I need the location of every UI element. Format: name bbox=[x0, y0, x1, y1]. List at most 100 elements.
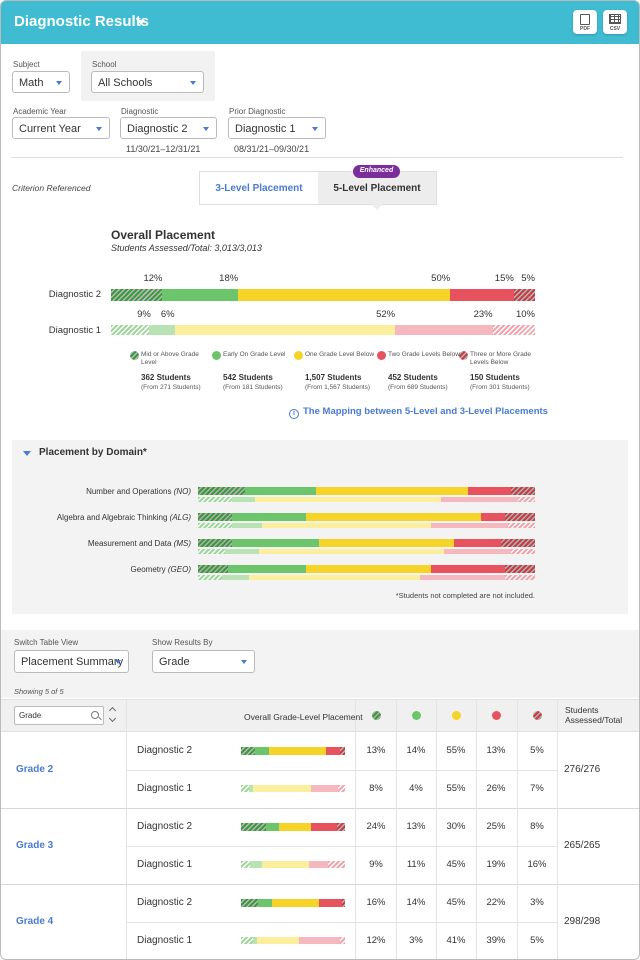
percent-cell: 16% bbox=[366, 897, 386, 908]
bar-segment-two-below bbox=[443, 549, 512, 554]
page-title[interactable]: Diagnostic Results bbox=[14, 13, 150, 30]
switch-table-view-select[interactable]: Placement Summary bbox=[14, 650, 129, 673]
academic-year-select[interactable]: Current Year bbox=[12, 117, 110, 139]
chevron-down-icon bbox=[241, 660, 247, 664]
percent-cell: 13% bbox=[366, 745, 386, 756]
domain-label: Algebra and Algebraic Thinking (ALG) bbox=[41, 513, 191, 522]
bar-segment-mid-above bbox=[198, 487, 246, 495]
domain-bar bbox=[198, 513, 535, 521]
bar-segment-mid-above bbox=[111, 325, 150, 335]
switch-table-view-value: Placement Summary bbox=[21, 656, 124, 668]
bar-segment-early-on bbox=[265, 823, 280, 831]
percent-cell: 30% bbox=[446, 821, 466, 832]
sort-up-icon bbox=[108, 706, 117, 715]
domain-bar bbox=[198, 575, 535, 580]
bar-segment-early-on bbox=[250, 861, 262, 868]
title-chevron-down-icon[interactable] bbox=[137, 20, 145, 25]
diagnostic-name: Diagnostic 1 bbox=[137, 859, 193, 870]
school-label: School bbox=[92, 60, 117, 69]
row-divider bbox=[126, 922, 557, 923]
two-below-dot-icon bbox=[492, 711, 501, 720]
prior-diagnostic-select[interactable]: Diagnostic 1 bbox=[228, 117, 326, 139]
school-select[interactable]: All Schools bbox=[91, 71, 204, 93]
diagnostic-name: Diagnostic 2 bbox=[137, 897, 193, 908]
bar-segment-two-below bbox=[440, 497, 519, 502]
mapping-link[interactable]: i The Mapping between 5-Level and 3-Level… bbox=[289, 406, 548, 419]
bar-segment-three-below bbox=[339, 937, 345, 944]
domain-bar bbox=[198, 539, 535, 547]
column-divider bbox=[557, 699, 558, 959]
bar-segment-two-below bbox=[299, 937, 340, 944]
domain-code: (ALG) bbox=[169, 513, 191, 522]
bar-segment-early-on bbox=[257, 899, 273, 907]
col-students: Students bbox=[565, 705, 599, 715]
percent-cell: 14% bbox=[406, 745, 426, 756]
column-divider bbox=[476, 699, 477, 959]
domain-name: Measurement and Data bbox=[87, 539, 174, 548]
chevron-down-icon bbox=[190, 81, 196, 85]
bar-segment-two-below bbox=[481, 513, 505, 521]
diagnostic-name: Diagnostic 2 bbox=[137, 821, 193, 832]
show-results-by-label: Show Results By bbox=[152, 638, 213, 647]
bar-segment-two-below bbox=[450, 289, 514, 301]
grade-link[interactable]: Grade 2 bbox=[16, 764, 54, 775]
overall-percent-label: 5% bbox=[521, 273, 535, 284]
bar-segment-mid-above bbox=[241, 747, 255, 755]
percent-cell: 3% bbox=[530, 897, 544, 908]
bar-segment-mid-above bbox=[198, 549, 225, 554]
overall-percent-label: 12% bbox=[143, 273, 163, 284]
pdf-icon bbox=[580, 14, 590, 25]
assessed-total: 265/265 bbox=[564, 840, 601, 851]
row-divider bbox=[126, 846, 557, 847]
show-results-by-select[interactable]: Grade bbox=[152, 650, 255, 673]
col-assessed-total: Assessed/Total bbox=[565, 715, 623, 725]
chevron-down-icon bbox=[312, 127, 318, 131]
assessed-total: 298/298 bbox=[564, 916, 601, 927]
one-below-dot-icon bbox=[452, 711, 461, 720]
bar-segment-three-below bbox=[492, 325, 535, 335]
grade-search-input[interactable]: Grade bbox=[14, 706, 104, 725]
bar-segment-three-below bbox=[504, 565, 535, 573]
percent-cell: 9% bbox=[369, 859, 383, 870]
three-below-dot-icon bbox=[459, 351, 468, 360]
bar-segment-one-below bbox=[174, 325, 396, 335]
export-pdf-button[interactable]: PDF bbox=[573, 10, 597, 34]
bar-segment-mid-above bbox=[198, 539, 232, 547]
placement-by-domain-title[interactable]: Placement by Domain* bbox=[39, 447, 147, 458]
prior-diagnostic-date-range: 08/31/21–09/30/21 bbox=[234, 144, 310, 154]
sort-toggle[interactable] bbox=[108, 706, 117, 723]
diagnostic-select[interactable]: Diagnostic 2 bbox=[120, 117, 217, 139]
domain-bar bbox=[198, 549, 535, 554]
bar-segment-early-on bbox=[231, 497, 256, 502]
grade-link[interactable]: Grade 3 bbox=[16, 840, 54, 851]
bar-segment-one-below bbox=[315, 487, 468, 495]
domain-bar bbox=[198, 487, 535, 495]
grade-link[interactable]: Grade 4 bbox=[16, 916, 54, 927]
export-csv-button[interactable]: CSV bbox=[603, 10, 627, 34]
domain-name: Algebra and Algebraic Thinking bbox=[56, 513, 170, 522]
legend-from: (From 1,567 Students) bbox=[305, 384, 371, 391]
bar-segment-one-below bbox=[305, 513, 482, 521]
bar-segment-early-on bbox=[231, 523, 263, 528]
assessed-total: 276/276 bbox=[564, 764, 601, 775]
grade-placement-bar bbox=[241, 899, 345, 907]
subject-select[interactable]: Math bbox=[12, 71, 70, 93]
bar-segment-early-on bbox=[231, 513, 306, 521]
domain-label: Geometry (GEO) bbox=[41, 565, 191, 574]
mid-above-dot-icon bbox=[130, 351, 139, 360]
legend-from: (From 271 Students) bbox=[141, 384, 201, 391]
collapse-chevron-icon[interactable] bbox=[23, 451, 31, 456]
grade-placement-bar bbox=[241, 785, 345, 792]
bar-segment-two-below bbox=[454, 539, 502, 547]
bar-segment-three-below bbox=[518, 497, 535, 502]
diagnostic-value: Diagnostic 2 bbox=[127, 123, 188, 135]
bar-segment-mid-above bbox=[241, 899, 258, 907]
tab-3-level-placement[interactable]: 3-Level Placement bbox=[215, 183, 303, 194]
switch-table-view-label: Switch Table View bbox=[14, 638, 79, 647]
bar-segment-two-below bbox=[310, 785, 338, 792]
overall-row-label: Diagnostic 2 bbox=[48, 289, 101, 300]
percent-cell: 3% bbox=[409, 935, 423, 946]
legend-label: Three or More Grade Levels Below bbox=[470, 351, 532, 366]
bar-segment-one-below bbox=[261, 861, 309, 868]
